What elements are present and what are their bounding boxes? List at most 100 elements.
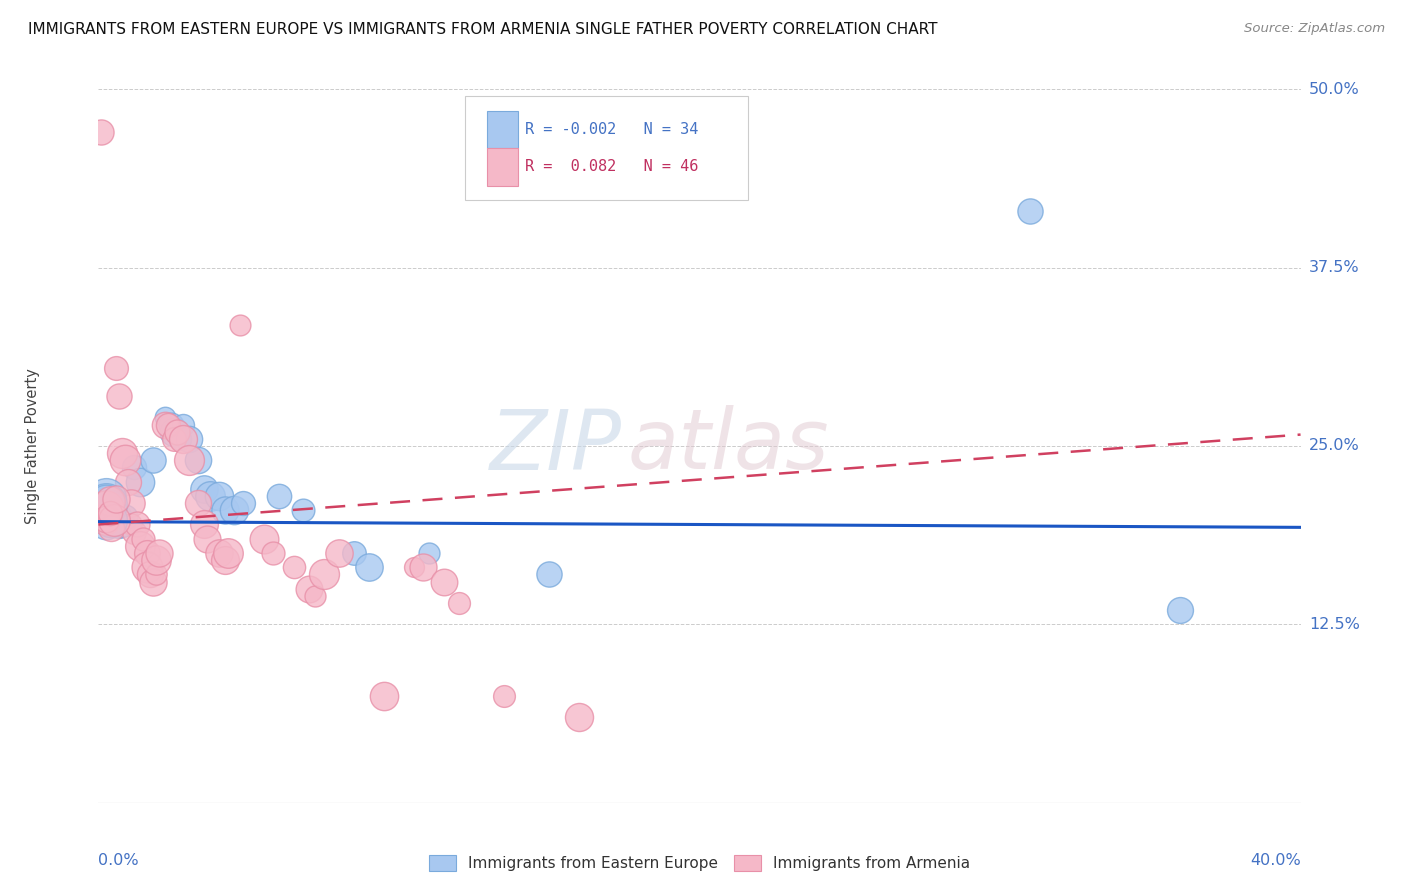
Point bbox=[132, 532, 155, 546]
Point bbox=[1019, 203, 1042, 218]
Point bbox=[135, 546, 157, 560]
Point bbox=[187, 453, 209, 467]
Point bbox=[214, 553, 236, 567]
Text: 37.5%: 37.5% bbox=[1309, 260, 1360, 275]
Point bbox=[105, 510, 128, 524]
Point bbox=[228, 318, 250, 332]
Text: ZIP: ZIP bbox=[489, 406, 621, 486]
Point bbox=[169, 432, 191, 446]
Point bbox=[162, 432, 184, 446]
Point bbox=[103, 517, 125, 532]
Point bbox=[96, 503, 118, 517]
Point bbox=[114, 453, 136, 467]
Point bbox=[105, 492, 128, 507]
Point bbox=[93, 503, 115, 517]
Text: R = -0.002   N = 34: R = -0.002 N = 34 bbox=[526, 121, 699, 136]
Text: atlas: atlas bbox=[627, 406, 830, 486]
Point bbox=[494, 689, 516, 703]
Point bbox=[94, 516, 117, 531]
Point bbox=[127, 517, 149, 532]
Point bbox=[124, 524, 146, 539]
Point bbox=[108, 517, 131, 532]
Point bbox=[153, 417, 176, 432]
Text: IMMIGRANTS FROM EASTERN EUROPE VS IMMIGRANTS FROM ARMENIA SINGLE FATHER POVERTY : IMMIGRANTS FROM EASTERN EUROPE VS IMMIGR… bbox=[28, 22, 938, 37]
Point bbox=[96, 517, 118, 532]
Text: Source: ZipAtlas.com: Source: ZipAtlas.com bbox=[1244, 22, 1385, 36]
Point bbox=[187, 496, 209, 510]
Point bbox=[108, 389, 131, 403]
Point bbox=[141, 453, 163, 467]
Point bbox=[198, 489, 221, 503]
Point bbox=[100, 510, 122, 524]
Point bbox=[447, 596, 470, 610]
Point bbox=[98, 506, 121, 520]
Point bbox=[94, 498, 117, 512]
Point bbox=[135, 560, 157, 574]
Point bbox=[222, 503, 245, 517]
Point bbox=[195, 532, 218, 546]
Point bbox=[214, 503, 236, 517]
Point bbox=[141, 574, 163, 589]
Point bbox=[283, 560, 305, 574]
Point bbox=[172, 432, 194, 446]
Point bbox=[412, 560, 434, 574]
Point bbox=[217, 546, 239, 560]
Point bbox=[96, 512, 118, 526]
Point bbox=[193, 482, 215, 496]
Point bbox=[100, 521, 122, 535]
Point bbox=[117, 475, 139, 489]
Point bbox=[159, 417, 181, 432]
Point bbox=[94, 512, 117, 526]
Point bbox=[568, 710, 591, 724]
Text: 0.0%: 0.0% bbox=[98, 853, 139, 868]
Point bbox=[298, 582, 321, 596]
Point bbox=[177, 453, 200, 467]
Point bbox=[172, 417, 194, 432]
Text: 40.0%: 40.0% bbox=[1250, 853, 1301, 868]
Point bbox=[98, 494, 121, 508]
Point bbox=[343, 546, 366, 560]
Point bbox=[145, 567, 167, 582]
Point bbox=[94, 496, 117, 510]
Point bbox=[1170, 603, 1192, 617]
Point bbox=[291, 503, 314, 517]
Point bbox=[208, 546, 231, 560]
Point bbox=[304, 589, 326, 603]
Point bbox=[166, 425, 188, 439]
Text: Single Father Poverty: Single Father Poverty bbox=[25, 368, 39, 524]
Point bbox=[111, 446, 134, 460]
Point bbox=[433, 574, 456, 589]
Point bbox=[105, 360, 128, 375]
Text: 25.0%: 25.0% bbox=[1309, 439, 1360, 453]
FancyBboxPatch shape bbox=[486, 148, 517, 186]
Point bbox=[90, 125, 112, 139]
FancyBboxPatch shape bbox=[486, 111, 517, 148]
Point bbox=[98, 513, 121, 527]
Point bbox=[111, 517, 134, 532]
Point bbox=[177, 432, 200, 446]
Point bbox=[148, 546, 170, 560]
Point bbox=[267, 489, 290, 503]
Point bbox=[121, 517, 143, 532]
Point bbox=[328, 546, 350, 560]
Point bbox=[103, 512, 125, 526]
Point bbox=[262, 546, 284, 560]
Point bbox=[153, 410, 176, 425]
Point bbox=[156, 417, 179, 432]
Point bbox=[103, 503, 125, 517]
Text: 50.0%: 50.0% bbox=[1309, 82, 1360, 96]
Point bbox=[114, 510, 136, 524]
Legend: Immigrants from Eastern Europe, Immigrants from Armenia: Immigrants from Eastern Europe, Immigran… bbox=[422, 849, 977, 877]
Point bbox=[312, 567, 335, 582]
Point bbox=[124, 460, 146, 475]
Point bbox=[96, 501, 118, 516]
Point bbox=[138, 567, 160, 582]
Point bbox=[96, 497, 118, 511]
Point bbox=[373, 689, 395, 703]
FancyBboxPatch shape bbox=[465, 96, 748, 200]
Point bbox=[253, 532, 276, 546]
Text: 12.5%: 12.5% bbox=[1309, 617, 1360, 632]
Point bbox=[94, 491, 117, 505]
Point bbox=[121, 496, 143, 510]
Point bbox=[129, 475, 152, 489]
